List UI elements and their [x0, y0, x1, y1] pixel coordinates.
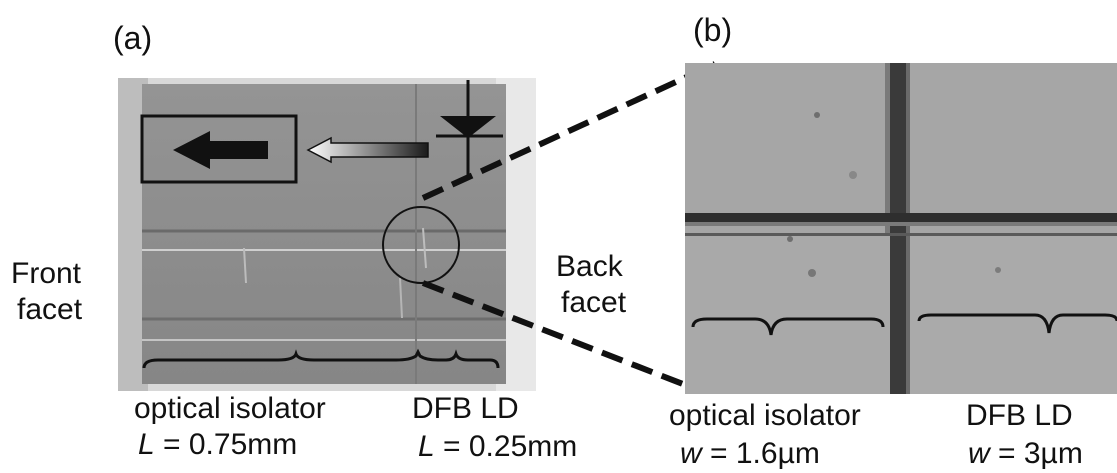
- front-facet-label-line1: Front: [11, 257, 82, 290]
- b-ld-value: = 3µm: [989, 437, 1083, 470]
- b-isolator-label: optical isolator: [669, 399, 861, 432]
- a-ld-param: L = 0.25mm: [418, 432, 577, 462]
- a-ld-value: = 0.25mm: [434, 430, 578, 463]
- a-ld-label: DFB LD: [412, 392, 519, 425]
- b-ld-param: w = 3µm: [968, 439, 1083, 469]
- b-ld-symbol: w: [968, 437, 990, 470]
- a-ld-symbol: L: [418, 430, 435, 463]
- a-isolator-value: = 0.75mm: [154, 428, 298, 461]
- back-facet-label-line2: facet: [561, 286, 627, 319]
- b-isolator-param: w = 1.6µm: [680, 439, 820, 469]
- b-isolator-symbol: w: [680, 437, 702, 470]
- back-facet-label-line1: Back: [556, 250, 623, 283]
- a-isolator-param: L = 0.75mm: [138, 430, 297, 460]
- zoom-micrograph: [685, 63, 1117, 394]
- front-facet-label-line2: facet: [17, 293, 83, 326]
- a-isolator-symbol: L: [138, 428, 155, 461]
- panel-b-tag: (b): [693, 12, 733, 48]
- chip-micrograph: [118, 78, 536, 391]
- panel-a-tag: (a): [113, 20, 153, 56]
- b-isolator-value: = 1.6µm: [701, 437, 820, 470]
- a-isolator-label: optical isolator: [134, 392, 326, 425]
- b-ld-label: DFB LD: [966, 399, 1073, 432]
